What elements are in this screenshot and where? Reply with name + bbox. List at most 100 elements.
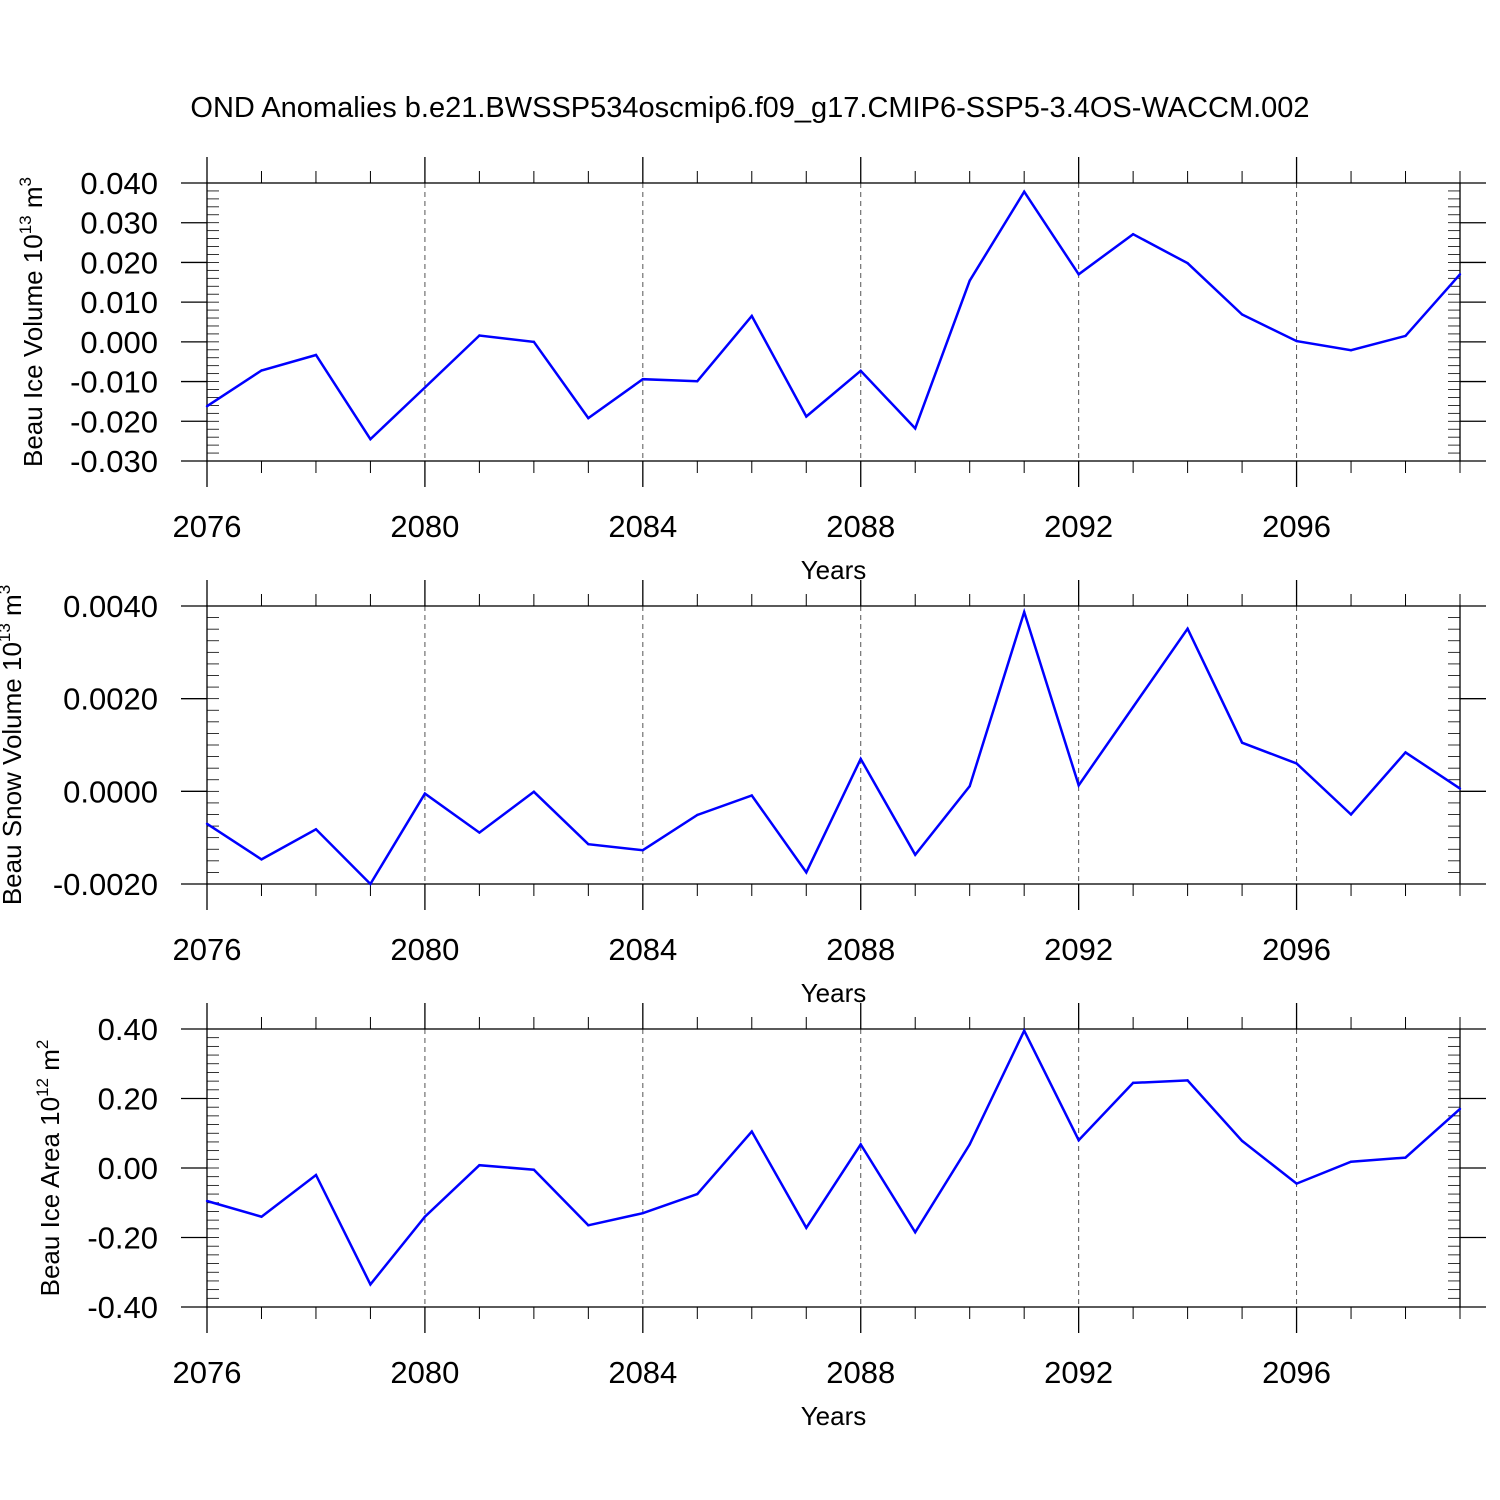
y-axis-label: Beau Ice Volume 1013 m3 <box>16 177 48 467</box>
x-tick-label: 2076 <box>173 509 242 544</box>
y-tick-label: 0.0020 <box>63 682 158 717</box>
data-point <box>532 1168 536 1171</box>
data-point <box>1240 313 1244 316</box>
x-tick-label: 2076 <box>173 932 242 967</box>
data-point <box>859 757 862 761</box>
data-point <box>1131 1081 1135 1085</box>
data-point <box>205 404 209 408</box>
data-point <box>1295 339 1298 343</box>
x-tick-label: 2092 <box>1044 1355 1113 1390</box>
x-tick-label: 2088 <box>826 1355 895 1390</box>
x-tick-label: 2096 <box>1262 932 1331 967</box>
data-point <box>1349 348 1353 352</box>
data-point <box>478 1164 481 1167</box>
y-tick-label: 0.000 <box>80 325 158 360</box>
data-point <box>1349 1160 1353 1163</box>
y-axis-label-superscript: 12 <box>33 1078 52 1097</box>
data-point <box>696 1192 699 1196</box>
y-axis-label-part: m <box>0 594 27 623</box>
y-tick-label: 0.00 <box>98 1151 158 1186</box>
data-point <box>859 369 862 373</box>
data-point <box>587 1224 590 1227</box>
panel-3: -0.40 -0.20 0.00 0.20 0.40 2076 2080 2084 2088 20… <box>33 1003 1486 1431</box>
data-point <box>1295 1182 1298 1185</box>
data-point <box>641 377 645 381</box>
y-axis-label-part: Beau Ice Volume 10 <box>18 234 48 467</box>
plot-frame <box>206 182 1461 462</box>
data-point <box>696 379 699 383</box>
data-point <box>260 369 263 372</box>
data-point <box>587 416 590 420</box>
data-point <box>914 1231 917 1234</box>
data-point <box>532 790 536 793</box>
data-point <box>641 848 645 852</box>
y-axis-label-superscript: 3 <box>0 585 14 594</box>
x-axis-label: Years <box>801 978 867 1008</box>
y-tick-label: -0.020 <box>70 404 158 439</box>
x-axis-label: Years <box>801 1401 867 1431</box>
x-tick-label: 2084 <box>608 932 677 967</box>
data-point <box>968 279 971 282</box>
data-point <box>587 842 590 846</box>
data-point <box>369 1283 372 1286</box>
data-point <box>968 785 971 788</box>
y-tick-label: -0.030 <box>70 444 158 479</box>
data-point <box>1186 262 1189 265</box>
y-tick-label: 0.40 <box>98 1012 158 1047</box>
data-point <box>859 1143 862 1146</box>
data-point <box>641 1211 645 1215</box>
data-point <box>1022 190 1026 193</box>
x-tick-label: 2096 <box>1262 509 1331 544</box>
series-line-1 <box>206 1027 1461 1287</box>
y-tick-label: -0.20 <box>87 1221 158 1256</box>
data-point <box>805 1226 808 1229</box>
data-point <box>1349 813 1353 816</box>
data-point <box>914 853 917 857</box>
data-point <box>1240 1139 1244 1143</box>
data-point <box>750 794 753 797</box>
data-point <box>1295 762 1298 765</box>
data-point <box>1240 741 1244 744</box>
panel-2: -0.0020 0.0000 0.0020 0.0040 2076 2080 2084 208… <box>0 580 1486 1008</box>
x-tick-label: 2084 <box>608 1355 677 1390</box>
data-point <box>532 340 536 344</box>
x-tick-label: 2084 <box>608 509 677 544</box>
y-tick-label: 0.0000 <box>63 774 158 809</box>
data-point <box>314 1173 318 1177</box>
data-point <box>260 1215 263 1218</box>
y-axis-label-part: Beau Ice Area 10 <box>35 1097 65 1296</box>
data-point <box>1458 787 1462 790</box>
y-tick-label: 0.010 <box>80 285 158 320</box>
x-tick-label: 2088 <box>826 509 895 544</box>
data-point <box>314 353 318 357</box>
x-axis-label: Years <box>801 555 867 585</box>
data-point <box>1131 705 1135 709</box>
y-axis-label-superscript: 2 <box>33 1040 52 1049</box>
x-tick-label: 2092 <box>1044 509 1113 544</box>
data-point <box>314 828 318 831</box>
data-point <box>805 415 808 418</box>
data-point <box>1404 751 1407 754</box>
y-tick-label: -0.0020 <box>53 867 158 902</box>
data-point <box>1077 273 1080 276</box>
data-point <box>1458 1107 1462 1111</box>
x-tick-label: 2096 <box>1262 1355 1331 1390</box>
data-point <box>1186 627 1189 630</box>
y-axis-label-part: m <box>18 186 48 215</box>
x-tick-label: 2092 <box>1044 932 1113 967</box>
data-point <box>1077 784 1080 787</box>
y-tick-label: 0.030 <box>80 206 158 241</box>
data-point <box>805 871 808 874</box>
y-tick-label: 0.0040 <box>63 589 158 624</box>
y-axis-label-superscript: 3 <box>16 177 35 186</box>
y-axis-label: Beau Snow Volume 1013 m3 <box>0 585 27 905</box>
data-point <box>478 334 481 337</box>
data-point <box>205 822 209 825</box>
data-point <box>260 858 263 861</box>
y-tick-label: -0.40 <box>87 1290 158 1325</box>
data-point <box>369 882 372 886</box>
x-tick-label: 2080 <box>390 509 459 544</box>
data-point <box>1186 1079 1189 1082</box>
data-point <box>1131 233 1135 236</box>
